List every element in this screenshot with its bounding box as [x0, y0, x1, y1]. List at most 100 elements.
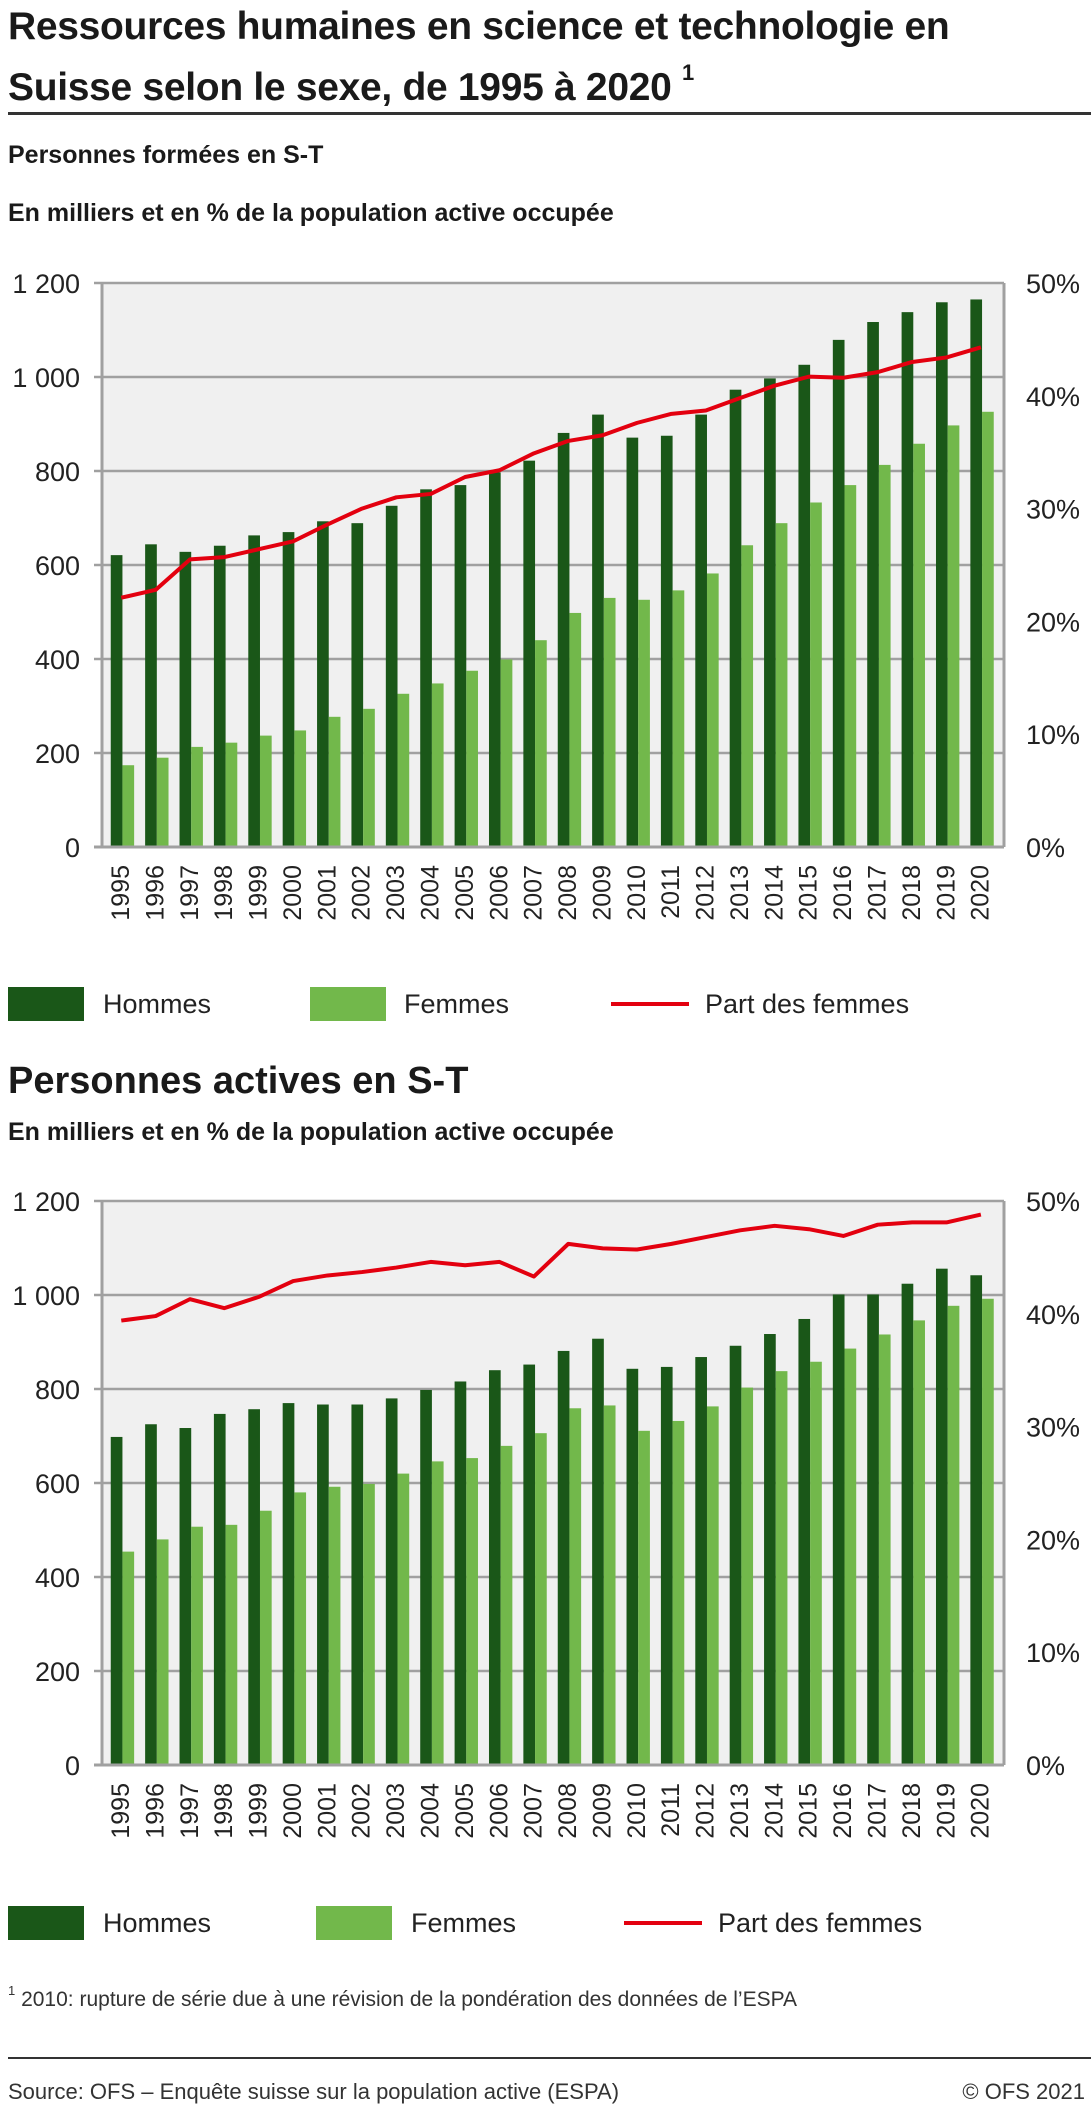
bar-hommes-2020: [970, 1275, 983, 1765]
bar-hommes-2000: [282, 1403, 295, 1765]
bar-hommes-2019: [935, 1268, 948, 1765]
bar-femmes-2015: [810, 502, 822, 847]
bar-hommes-2014: [764, 1334, 776, 1765]
y-tick-label: 1 000: [12, 363, 80, 393]
y-tick-label: 0: [65, 1751, 80, 1781]
y2-tick-label: 0%: [1026, 1751, 1065, 1781]
y2-tick-label: 30%: [1026, 495, 1080, 525]
y-tick-label: 600: [35, 1469, 80, 1499]
x-tick-label: 2015: [795, 1783, 823, 1839]
bar-femmes-2020: [982, 1298, 994, 1765]
y2-tick-label: 40%: [1026, 382, 1080, 412]
bar-hommes-2017: [867, 1294, 879, 1765]
footnote-mark: 1: [8, 1983, 16, 1998]
x-tick-label: 2004: [417, 1783, 445, 1839]
x-tick-label: 2008: [554, 865, 582, 921]
y-tick-label: 1 000: [12, 1281, 80, 1311]
chart1-subtitle: En milliers et en % de la population act…: [8, 199, 614, 227]
x-tick-label: 2000: [279, 865, 307, 921]
source-text: Source: OFS – Enquête suisse sur la popu…: [8, 2079, 620, 2104]
bar-hommes-2004: [420, 489, 432, 847]
y-tick-label: 1 200: [12, 269, 80, 299]
bar-femmes-2020: [982, 411, 994, 847]
bar-hommes-2015: [798, 1318, 811, 1765]
bar-femmes-2004: [431, 683, 444, 847]
x-tick-label: 2013: [726, 865, 754, 921]
bar-femmes-2005: [466, 670, 478, 847]
bar-femmes-2015: [810, 1361, 822, 1765]
bar-hommes-2008: [557, 1350, 570, 1765]
bar-hommes-2018: [901, 1283, 914, 1765]
legend-line-part-des-femmes: [624, 1921, 702, 1925]
legend-swatch-hommes: [8, 1906, 84, 1940]
x-tick-label: 2005: [451, 865, 479, 921]
x-tick-label: 2012: [692, 865, 720, 921]
x-tick-label: 2009: [588, 865, 616, 921]
x-tick-label: 2011: [657, 1783, 685, 1837]
chart1-title: Personnes formées en S-T: [8, 141, 324, 169]
bar-femmes-2003: [397, 1473, 410, 1765]
bar-hommes-2012: [695, 414, 707, 847]
chart2-legend: Hommes Femmes Part des femmes: [0, 1906, 1091, 1946]
x-tick-label: 1999: [245, 1783, 273, 1839]
x-tick-label: 2001: [313, 865, 341, 921]
x-tick-label: 1997: [176, 865, 204, 921]
main-title-text: Suisse selon le sexe, de 1995 à 2020: [8, 66, 672, 109]
bar-hommes-1997: [179, 1428, 192, 1765]
bar-hommes-2003: [385, 505, 398, 847]
bar-femmes-2002: [363, 708, 375, 847]
bar-hommes-1995: [110, 1436, 123, 1765]
bar-hommes-2020: [970, 299, 983, 847]
y2-tick-label: 50%: [1026, 269, 1080, 299]
bar-hommes-1999: [248, 535, 260, 847]
chart2-title: Personnes actives en S-T: [8, 1060, 469, 1102]
bar-femmes-2006: [500, 1445, 513, 1765]
bar-femmes-1999: [259, 735, 272, 847]
bar-femmes-2008: [569, 1408, 582, 1765]
bar-femmes-2017: [878, 464, 891, 847]
x-tick-label: 2016: [829, 1783, 857, 1839]
legend-label-hommes: Hommes: [103, 1908, 212, 1938]
bar-hommes-1996: [145, 1424, 157, 1765]
bar-femmes-2001: [328, 716, 341, 847]
bar-hommes-2006: [488, 1370, 501, 1765]
x-tick-label: 2010: [623, 1783, 651, 1839]
x-tick-label: 2018: [898, 865, 926, 921]
y2-tick-label: 30%: [1026, 1413, 1080, 1443]
y2-tick-label: 10%: [1026, 1638, 1080, 1668]
x-tick-label: 2004: [417, 865, 445, 921]
y-tick-label: 400: [35, 1563, 80, 1593]
x-tick-label: 2014: [760, 1783, 788, 1839]
bar-hommes-2001: [317, 1404, 329, 1765]
bar-femmes-2019: [947, 1305, 960, 1765]
footnote: 1 2010: rupture de série due à une révis…: [8, 1983, 797, 2012]
bar-femmes-1999: [259, 1510, 272, 1765]
chart2-svg: 0 200 400 600 800 1 000 1 200 0% 10% 20% 30% 40% 50%…: [12, 1187, 1080, 1839]
bar-femmes-2002: [363, 1483, 375, 1765]
y-tick-label: 200: [35, 739, 80, 769]
x-tick-label: 2007: [520, 865, 548, 921]
y-tick-label: 0: [65, 833, 80, 863]
bar-femmes-2000: [294, 1492, 307, 1765]
bar-hommes-2014: [764, 378, 776, 847]
bar-femmes-1997: [191, 746, 203, 847]
bar-femmes-2000: [294, 730, 307, 847]
x-tick-label: 2002: [348, 865, 376, 921]
bar-hommes-2009: [592, 414, 604, 847]
bar-femmes-2018: [913, 1320, 925, 1765]
footer-rule: [8, 2057, 1091, 2059]
bar-hommes-2005: [454, 1381, 467, 1765]
bar-femmes-2007: [535, 640, 547, 847]
y2-tick-label: 40%: [1026, 1300, 1080, 1330]
main-title-line-1: Ressources humaines en science et techno…: [8, 5, 950, 48]
chart2-subtitle: En milliers et en % de la population act…: [8, 1118, 614, 1146]
line-part-des-femmes: [120, 345, 982, 600]
bar-hommes-2017: [867, 322, 879, 847]
y-tick-label: 400: [35, 645, 80, 675]
bar-hommes-1997: [179, 551, 192, 847]
x-tick-label: 2002: [348, 1783, 376, 1839]
y2-tick-label: 20%: [1026, 1525, 1080, 1555]
bar-femmes-2011: [672, 590, 685, 847]
bar-hommes-1995: [110, 555, 123, 847]
y-tick-label: 800: [35, 457, 80, 487]
